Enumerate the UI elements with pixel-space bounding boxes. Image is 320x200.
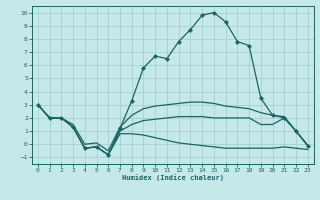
X-axis label: Humidex (Indice chaleur): Humidex (Indice chaleur) bbox=[122, 175, 224, 181]
